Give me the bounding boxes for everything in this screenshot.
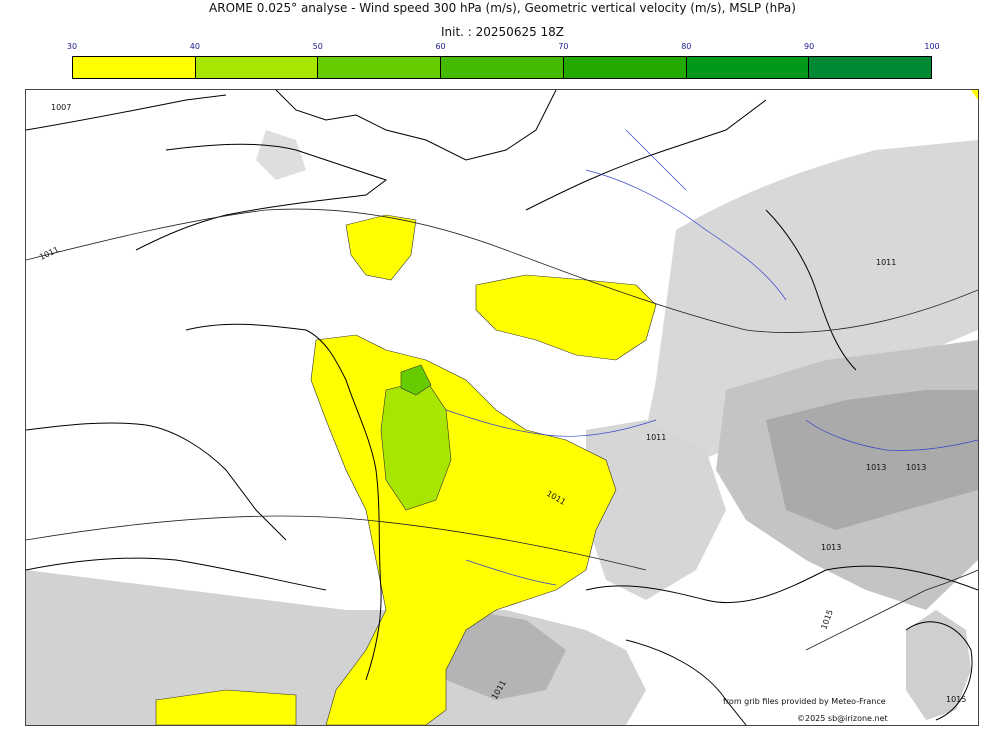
wind-speed-colorbar [72,56,932,79]
isobar-label: 1013 [866,463,886,472]
colorbar-segment [73,57,196,78]
isobar-label: 1013 [906,463,926,472]
chart-title: AROME 0.025° analyse - Wind speed 300 hP… [209,1,796,15]
terrain-shading [26,130,978,725]
copyright-notice: ©2025 sb@irizone.net [797,714,888,723]
colorbar-tick: 100 [924,42,940,51]
colorbar-tick: 50 [312,42,323,51]
rivers [445,129,978,586]
isobar-label: 1011 [876,258,896,267]
isobar-label: 1013 [821,543,841,552]
isobar-label: 1015 [819,608,834,630]
colorbar-tick: 80 [681,42,692,51]
colorbar-ticks: 30 40 50 60 70 80 90 100 [67,42,940,54]
colorbar-tick: 40 [189,42,200,51]
jet-stream-zones [155,90,978,725]
colorbar-segment [441,57,564,78]
init-time: Init. : 20250625 18Z [440,25,565,39]
coastlines [26,90,978,725]
colorbar-segment [318,57,442,78]
colorbar-segment [195,57,319,78]
isobars [26,208,978,651]
isobar-label: 1011 [38,245,60,262]
colorbar-tick: 70 [558,42,569,51]
colorbar-segment [809,57,932,78]
colorbar-tick: 90 [804,42,815,51]
data-source-credit: from grib files provided by Meteo-France [723,697,886,706]
map-canvas: 1007 1011 1011 1011 1013 1013 1013 1015 … [26,90,978,725]
isobar-label: 1011 [646,433,666,442]
colorbar-segment [686,57,810,78]
isobar-label: 1007 [51,103,71,112]
weather-map: 1007 1011 1011 1011 1013 1013 1013 1015 … [25,89,979,726]
colorbar-tick: 60 [435,42,446,51]
colorbar-tick: 30 [66,42,78,51]
colorbar-segment [563,57,687,78]
isobar-label: 1015 [946,695,966,704]
